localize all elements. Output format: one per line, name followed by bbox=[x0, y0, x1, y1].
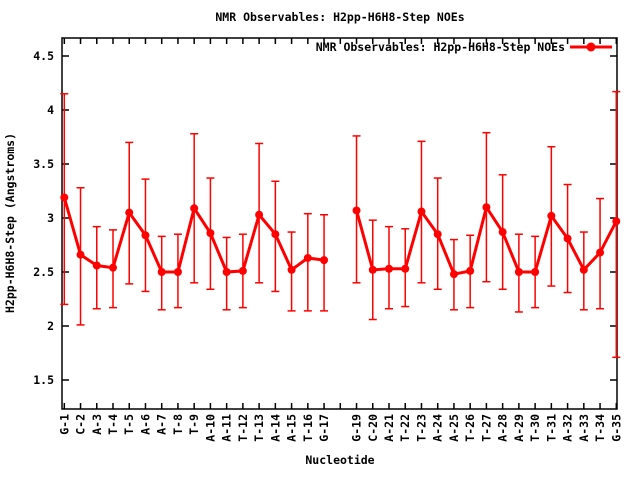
x-tick-label: A-32 bbox=[561, 414, 575, 442]
x-tick-label: A-25 bbox=[447, 414, 461, 442]
x-tick-label: A-11 bbox=[220, 414, 234, 442]
x-tick-label: G-1 bbox=[57, 414, 71, 435]
data-point bbox=[125, 208, 134, 217]
data-point bbox=[222, 268, 231, 276]
data-point bbox=[596, 248, 605, 257]
x-tick-label: A-29 bbox=[512, 414, 526, 442]
data-point bbox=[76, 250, 85, 259]
data-point bbox=[60, 193, 69, 202]
data-point bbox=[320, 256, 329, 265]
data-point bbox=[303, 253, 312, 262]
data-point bbox=[173, 268, 182, 276]
data-point bbox=[433, 230, 442, 239]
y-tick-label: 4 bbox=[47, 103, 54, 117]
x-tick-label: A-15 bbox=[285, 414, 299, 442]
y-tick-label: 3.5 bbox=[33, 157, 54, 171]
x-tick-label: T-9 bbox=[187, 414, 201, 435]
x-tick-label: A-6 bbox=[138, 414, 152, 435]
data-point bbox=[579, 265, 588, 274]
y-axis-label: H2pp-H6H8-Step (Angstroms) bbox=[3, 133, 17, 313]
x-tick-label: A-7 bbox=[155, 414, 169, 435]
x-tick-label: T-16 bbox=[301, 414, 315, 442]
y-tick-label: 3 bbox=[47, 211, 54, 225]
plot-area: 1.522.533.544.5G-1 C-2 A-3 T-4 T-5 A-6 A-7 T-8 T… bbox=[33, 37, 623, 442]
x-tick-label: T-34 bbox=[593, 414, 607, 442]
x-tick-label: A-28 bbox=[496, 414, 510, 442]
data-point bbox=[612, 217, 621, 226]
x-tick-label: A-24 bbox=[431, 414, 445, 442]
x-tick-label: T-23 bbox=[414, 414, 428, 442]
x-tick-label: C-20 bbox=[366, 414, 380, 442]
legend-marker bbox=[586, 42, 596, 52]
data-point bbox=[206, 229, 215, 238]
x-tick-label: A-14 bbox=[268, 414, 282, 442]
data-point bbox=[190, 204, 199, 213]
data-point bbox=[141, 231, 150, 240]
data-point bbox=[482, 203, 491, 212]
y-tick-label: 1.5 bbox=[33, 373, 54, 387]
data-point bbox=[563, 234, 572, 243]
y-tick-label: 2 bbox=[47, 319, 54, 333]
data-point bbox=[417, 207, 426, 216]
x-tick-label: T-31 bbox=[544, 414, 558, 442]
x-tick-label: A-3 bbox=[90, 414, 104, 435]
data-point bbox=[368, 265, 377, 274]
legend-line-marker-sample bbox=[570, 42, 612, 52]
x-tick-label: G-35 bbox=[609, 414, 623, 442]
x-tick-label: A-33 bbox=[577, 414, 591, 442]
x-tick-label: T-13 bbox=[252, 414, 266, 442]
legend-label: NMR Observables: H2pp-H6H8-Step NOEs bbox=[316, 40, 565, 54]
x-tick-label: T-30 bbox=[528, 414, 542, 442]
data-point bbox=[109, 263, 118, 272]
x-tick-label: G-19 bbox=[350, 414, 364, 442]
data-point bbox=[531, 268, 540, 276]
x-tick-label: T-22 bbox=[398, 414, 412, 442]
data-point bbox=[547, 211, 556, 220]
data-point bbox=[498, 228, 507, 237]
x-axis-label: Nucleotide bbox=[305, 453, 374, 467]
x-tick-label: A-21 bbox=[382, 414, 396, 442]
y-tick-label: 4.5 bbox=[33, 49, 54, 63]
data-point bbox=[92, 261, 101, 270]
data-point bbox=[401, 264, 410, 273]
x-tick-label: T-27 bbox=[479, 414, 493, 442]
x-tick-label: T-8 bbox=[171, 414, 185, 435]
data-point bbox=[449, 270, 458, 279]
data-point bbox=[157, 268, 166, 276]
data-point bbox=[287, 265, 296, 274]
data-point bbox=[271, 230, 280, 239]
x-tick-label: T-5 bbox=[122, 414, 136, 435]
data-point bbox=[466, 266, 475, 275]
data-point bbox=[352, 206, 361, 215]
x-tick-label: C-2 bbox=[74, 414, 88, 435]
data-point bbox=[255, 210, 264, 219]
y-tick-label: 2.5 bbox=[33, 265, 54, 279]
data-point bbox=[238, 266, 247, 275]
data-point bbox=[385, 264, 393, 273]
x-tick-label: T-12 bbox=[236, 414, 250, 442]
x-tick-label: T-26 bbox=[463, 414, 477, 442]
chart-title: NMR Observables: H2pp-H6H8-Step NOEs bbox=[215, 10, 464, 24]
x-tick-label: T-4 bbox=[106, 414, 120, 435]
x-tick-label: A-10 bbox=[203, 414, 217, 442]
data-point bbox=[514, 268, 523, 276]
x-tick-label: G-17 bbox=[317, 414, 331, 442]
